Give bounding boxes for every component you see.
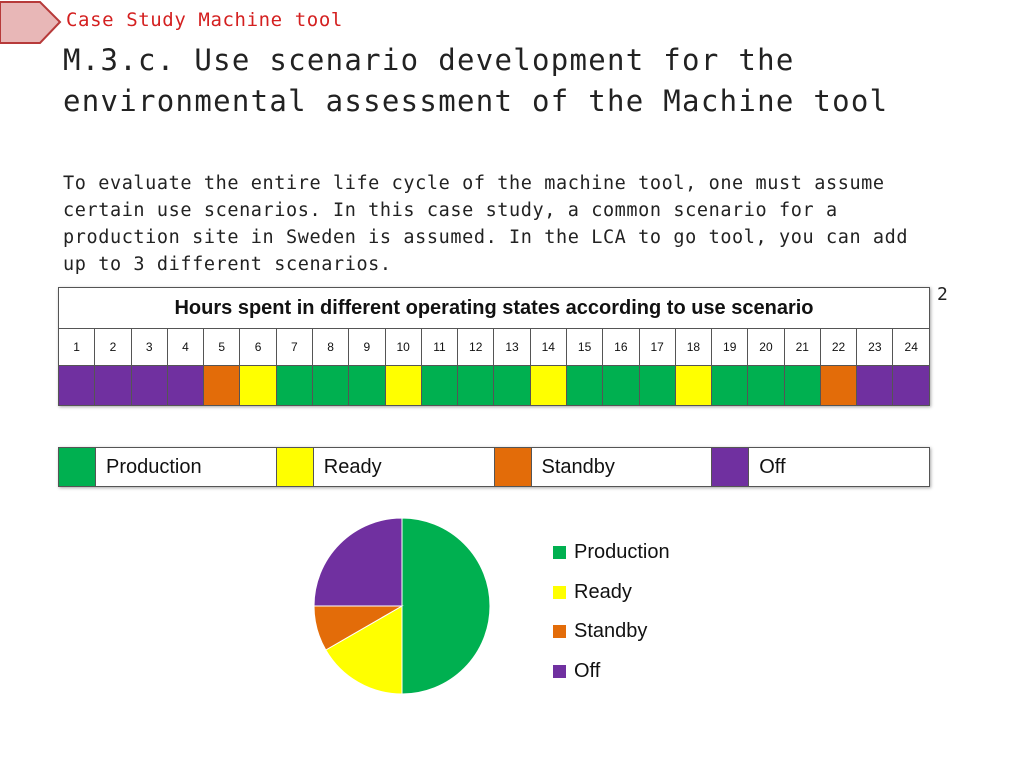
legend-label-standby: Standby bbox=[530, 447, 713, 487]
schedule-title: Hours spent in different operating state… bbox=[58, 287, 930, 329]
pie-legend-item-production: Production bbox=[553, 533, 670, 573]
pie-legend-swatch-ready bbox=[553, 585, 566, 599]
hour-cell-24: 24 bbox=[892, 328, 930, 366]
state-cell-20 bbox=[747, 365, 785, 406]
pie-legend-item-off: Off bbox=[553, 652, 670, 692]
breadcrumb: Case Study Machine tool bbox=[66, 9, 343, 31]
state-cell-13 bbox=[493, 365, 531, 406]
section-ribbon bbox=[0, 1, 62, 44]
legend-table: Production Ready Standby Off bbox=[58, 447, 930, 487]
state-cell-16 bbox=[602, 365, 640, 406]
hour-cell-23: 23 bbox=[856, 328, 894, 366]
pie-legend-item-ready: Ready bbox=[553, 573, 670, 613]
state-cell-12 bbox=[457, 365, 495, 406]
state-cell-8 bbox=[311, 365, 350, 406]
state-cell-24 bbox=[892, 365, 930, 406]
pie-legend-swatch-production bbox=[553, 546, 566, 560]
state-cell-17 bbox=[638, 365, 676, 406]
hour-cell-22: 22 bbox=[819, 328, 858, 366]
hour-cell-2: 2 bbox=[94, 328, 132, 366]
state-cell-1 bbox=[57, 365, 96, 406]
hour-cell-7: 7 bbox=[275, 328, 313, 366]
pie-legend-label-standby: Standby bbox=[574, 620, 648, 643]
pie-slice-off bbox=[313, 517, 403, 607]
legend-swatch-off bbox=[711, 447, 750, 487]
state-cell-21 bbox=[783, 365, 821, 406]
body-text: To evaluate the entire life cycle of the… bbox=[63, 173, 909, 275]
state-cell-4 bbox=[166, 365, 205, 406]
pie-legend-swatch-standby bbox=[553, 625, 566, 639]
state-cell-14 bbox=[529, 365, 567, 406]
legend-swatch-ready bbox=[275, 447, 314, 487]
page-title: M.3.c. Use scenario development for the … bbox=[63, 43, 889, 118]
hour-cell-12: 12 bbox=[457, 328, 495, 366]
pie-legend-label-off: Off bbox=[574, 659, 601, 682]
pie-legend-swatch-off bbox=[553, 664, 566, 678]
schedule-table: Hours spent in different operating state… bbox=[57, 287, 930, 406]
hour-cell-11: 11 bbox=[420, 328, 459, 366]
state-cell-18 bbox=[674, 365, 713, 406]
legend-label-ready: Ready bbox=[312, 447, 495, 487]
legend-swatch-standby bbox=[493, 447, 532, 487]
hour-cell-1: 1 bbox=[57, 328, 96, 366]
pie-legend: Production Ready Standby Off bbox=[553, 533, 670, 691]
state-cell-11 bbox=[420, 365, 459, 406]
state-cell-5 bbox=[203, 365, 241, 406]
state-cell-3 bbox=[130, 365, 168, 406]
pie-slice-ready bbox=[325, 605, 403, 695]
state-cell-6 bbox=[239, 365, 277, 406]
legend-row: Production Ready Standby Off bbox=[58, 447, 930, 487]
pie-legend-item-standby: Standby bbox=[553, 612, 670, 652]
legend-label-off: Off bbox=[748, 447, 930, 487]
hour-cell-10: 10 bbox=[384, 328, 422, 366]
state-row bbox=[57, 365, 930, 406]
hour-cell-14: 14 bbox=[529, 328, 567, 366]
pie-legend-label-ready: Ready bbox=[574, 580, 632, 603]
hour-cell-19: 19 bbox=[711, 328, 749, 366]
hour-row: 1 2 3 4 5 6 7 8 9 10 11 12 13 14 15 16 17 18 19 20 21 22 23 24 bbox=[57, 328, 930, 366]
pie-slice-production bbox=[401, 517, 491, 695]
state-cell-15 bbox=[565, 365, 604, 406]
hour-cell-13: 13 bbox=[493, 328, 531, 366]
state-cell-22 bbox=[819, 365, 858, 406]
hour-cell-9: 9 bbox=[348, 328, 386, 366]
hour-cell-4: 4 bbox=[166, 328, 205, 366]
state-cell-23 bbox=[856, 365, 894, 406]
state-cell-9 bbox=[348, 365, 386, 406]
legend-swatch-production bbox=[58, 447, 96, 487]
page-number: 2 bbox=[937, 284, 948, 305]
pie-legend-label-production: Production bbox=[574, 541, 670, 564]
hour-cell-20: 20 bbox=[747, 328, 785, 366]
